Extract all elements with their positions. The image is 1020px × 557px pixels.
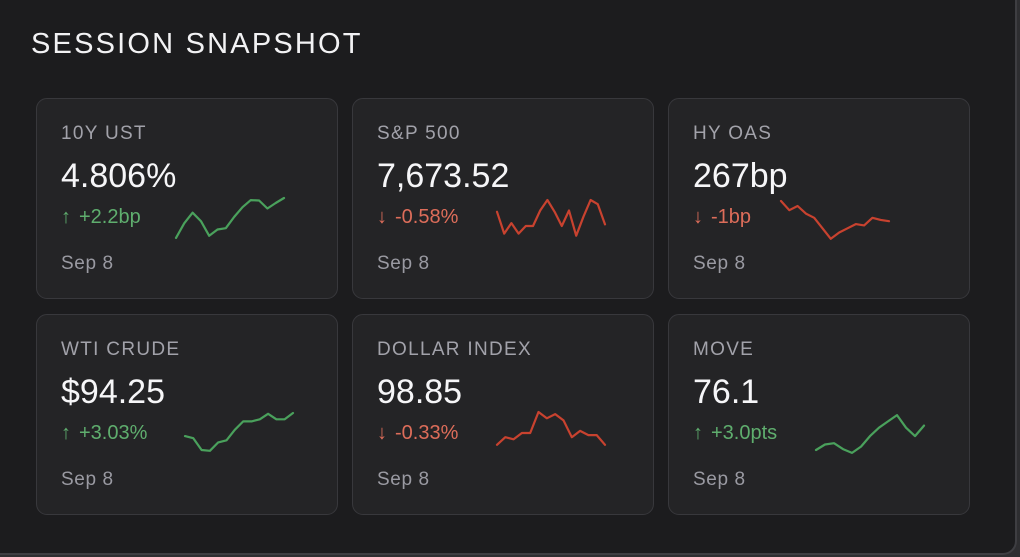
sparkline-chart xyxy=(183,411,295,452)
metric-grid: 10Y UST 4.806% ↑ +2.2bp Sep 8 S&P 500 7,6… xyxy=(36,98,970,515)
sparkline-line xyxy=(174,196,286,240)
metric-card-dollar-index[interactable]: DOLLAR INDEX 98.85 ↓ -0.33% Sep 8 xyxy=(352,314,654,515)
metric-date: Sep 8 xyxy=(61,469,114,490)
metric-label: DOLLAR INDEX xyxy=(377,339,532,360)
sparkline-line xyxy=(779,199,891,240)
metric-change-value: -0.58% xyxy=(395,206,459,228)
arrow-down-icon: ↓ xyxy=(693,206,703,228)
metric-change: ↓ -0.33% xyxy=(377,422,458,445)
metric-date: Sep 8 xyxy=(693,253,746,274)
metric-change-value: +3.0pts xyxy=(711,422,778,444)
sparkline-line xyxy=(495,410,607,446)
metric-card-10y-ust[interactable]: 10Y UST 4.806% ↑ +2.2bp Sep 8 xyxy=(36,98,338,299)
metric-label: HY OAS xyxy=(693,123,773,144)
arrow-up-icon: ↑ xyxy=(61,206,71,228)
metric-change-value: +3.03% xyxy=(79,422,148,444)
metric-change: ↓ -1bp xyxy=(693,206,751,229)
sparkline-chart xyxy=(814,413,926,455)
arrow-down-icon: ↓ xyxy=(377,422,387,444)
metric-label: WTI CRUDE xyxy=(61,339,181,360)
metric-change: ↑ +2.2bp xyxy=(61,206,141,229)
arrow-down-icon: ↓ xyxy=(377,206,387,228)
metric-value: 7,673.52 xyxy=(377,157,510,195)
metric-date: Sep 8 xyxy=(377,469,430,490)
metric-label: S&P 500 xyxy=(377,123,461,144)
metric-value: 98.85 xyxy=(377,373,463,411)
sparkline-chart xyxy=(779,199,891,240)
panel-title: SESSION SNAPSHOT xyxy=(31,28,363,60)
sparkline-line xyxy=(495,198,607,237)
metric-value: 267bp xyxy=(693,157,788,195)
sparkline-line xyxy=(814,413,926,455)
metric-change: ↑ +3.03% xyxy=(61,422,147,445)
metric-change-value: +2.2bp xyxy=(79,206,141,228)
sparkline-chart xyxy=(174,196,286,240)
metric-date: Sep 8 xyxy=(377,253,430,274)
metric-date: Sep 8 xyxy=(693,469,746,490)
metric-card-move[interactable]: MOVE 76.1 ↑ +3.0pts Sep 8 xyxy=(668,314,970,515)
metric-card-sp-500[interactable]: S&P 500 7,673.52 ↓ -0.58% Sep 8 xyxy=(352,98,654,299)
arrow-up-icon: ↑ xyxy=(61,422,71,444)
metric-date: Sep 8 xyxy=(61,253,114,274)
metric-value: 4.806% xyxy=(61,157,177,195)
metric-label: 10Y UST xyxy=(61,123,147,144)
sparkline-chart xyxy=(495,410,607,446)
metric-value: $94.25 xyxy=(61,373,165,411)
metric-change-value: -1bp xyxy=(711,206,752,228)
metric-value: 76.1 xyxy=(693,373,760,411)
arrow-up-icon: ↑ xyxy=(693,422,703,444)
metric-card-wti-crude[interactable]: WTI CRUDE $94.25 ↑ +3.03% Sep 8 xyxy=(36,314,338,515)
sparkline-line xyxy=(183,411,295,452)
metric-change: ↓ -0.58% xyxy=(377,206,458,229)
metric-card-hy-oas[interactable]: HY OAS 267bp ↓ -1bp Sep 8 xyxy=(668,98,970,299)
sparkline-chart xyxy=(495,198,607,237)
metric-label: MOVE xyxy=(693,339,755,360)
metric-change-value: -0.33% xyxy=(395,422,459,444)
metric-change: ↑ +3.0pts xyxy=(693,422,777,445)
